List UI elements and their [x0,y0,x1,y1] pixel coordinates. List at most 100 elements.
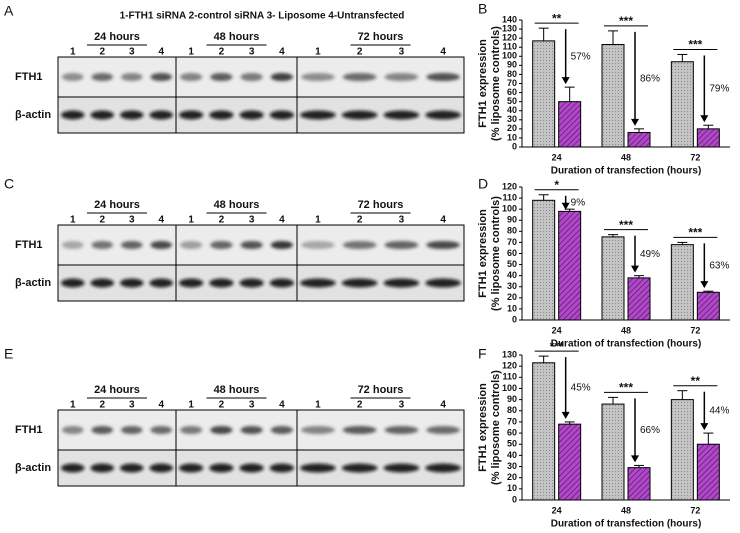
lane-label: 4 [158,215,164,226]
panel-letter: A [4,3,14,19]
y-tick-label: 60 [507,427,517,437]
significance-label: * [554,178,559,192]
arrow-head [700,281,709,289]
blot-band [61,278,85,288]
x-tick-label: 72 [690,505,700,515]
blot-band [269,278,294,288]
blot-band [120,110,144,120]
blot-band [239,463,264,473]
lane-label: 2 [219,400,225,411]
time-label: 24 hours [94,384,140,396]
blot-band [341,110,378,120]
bar [696,291,720,321]
y-tick-label: 30 [507,461,517,471]
bar [670,61,694,148]
blot-band [384,426,419,434]
x-tick-label: 72 [690,152,700,162]
x-tick-label: 24 [552,505,562,515]
y-tick-label: 100 [502,51,517,61]
y-tick-label: 70 [507,78,517,88]
blot-band [209,110,234,120]
bar [558,210,582,321]
blot-band [209,463,234,473]
arrow-head [561,77,570,85]
blot-band [341,463,378,473]
x-tick-label: 48 [621,325,631,335]
blot-band [210,241,233,249]
blot-band [426,426,460,434]
y-tick-label: 20 [507,292,517,302]
lane-label: 3 [249,400,255,411]
y-tick-label: 60 [507,87,517,97]
lane-label: 2 [357,47,363,58]
lane-label: 2 [99,400,105,411]
y-axis-label: (% liposome controls) [490,26,502,141]
blot-band [270,73,293,81]
percent-annotation: 9% [571,197,586,208]
lane-label: 1 [315,47,321,58]
y-tick-label: 60 [507,248,517,258]
bar [696,128,720,148]
y-tick-label: 40 [507,450,517,460]
lane-label: 3 [399,400,405,411]
percent-annotation: 66% [640,425,660,436]
blot-band [301,73,335,81]
x-axis-label: Duration of transfection (hours) [551,166,702,177]
percent-annotation: 63% [709,260,729,271]
lane-label: 1 [315,400,321,411]
blot-band [384,241,419,249]
blot-band [120,463,144,473]
row-label: FTH1 [15,71,43,83]
arrow-head [561,411,570,419]
blot-band [121,241,143,249]
lane-label: 1 [315,215,321,226]
lane-label: 2 [99,47,105,58]
y-tick-label: 20 [507,472,517,482]
y-axis-label: (% liposome controls) [490,370,502,485]
bar [558,101,582,148]
lane-label: 4 [440,400,446,411]
row-label: β-actin [15,109,51,121]
panel-letter: B [478,1,487,17]
blot-band [300,278,336,288]
y-tick-label: 90 [507,60,517,70]
y-tick-label: 90 [507,394,517,404]
time-label: 72 hours [358,199,404,211]
y-tick-label: 110 [502,192,517,202]
lane-label: 3 [249,47,255,58]
y-axis-label: FTH1 expression [477,39,489,128]
y-tick-label: 0 [512,141,517,151]
blot-band [150,73,172,81]
lane-label: 2 [99,215,105,226]
significance-label: *** [550,339,564,353]
row-label: β-actin [15,277,51,289]
arrow-head [631,265,639,273]
blot-band [383,110,420,120]
lane-label: 4 [279,400,285,411]
bar [558,423,582,501]
blot-band [210,426,233,434]
lane-label: 2 [219,47,225,58]
blot-band [180,73,203,81]
bar [532,40,556,148]
blot-band [90,110,114,120]
bar [601,43,625,148]
blot-band [239,110,264,120]
significance-label: *** [619,218,633,232]
blot-band [384,73,419,81]
bar [532,362,556,501]
blot-band [150,241,172,249]
blot-band [426,241,460,249]
blot-band [179,278,204,288]
bar [627,277,651,321]
time-label: 24 hours [94,31,140,43]
significance-label: ** [552,11,562,25]
blot-band [210,73,233,81]
lane-label: 1 [188,215,194,226]
blot-band [90,463,114,473]
bar [670,399,694,501]
time-label: 48 hours [214,31,260,43]
y-tick-label: 10 [507,303,517,313]
blot-band [301,426,335,434]
